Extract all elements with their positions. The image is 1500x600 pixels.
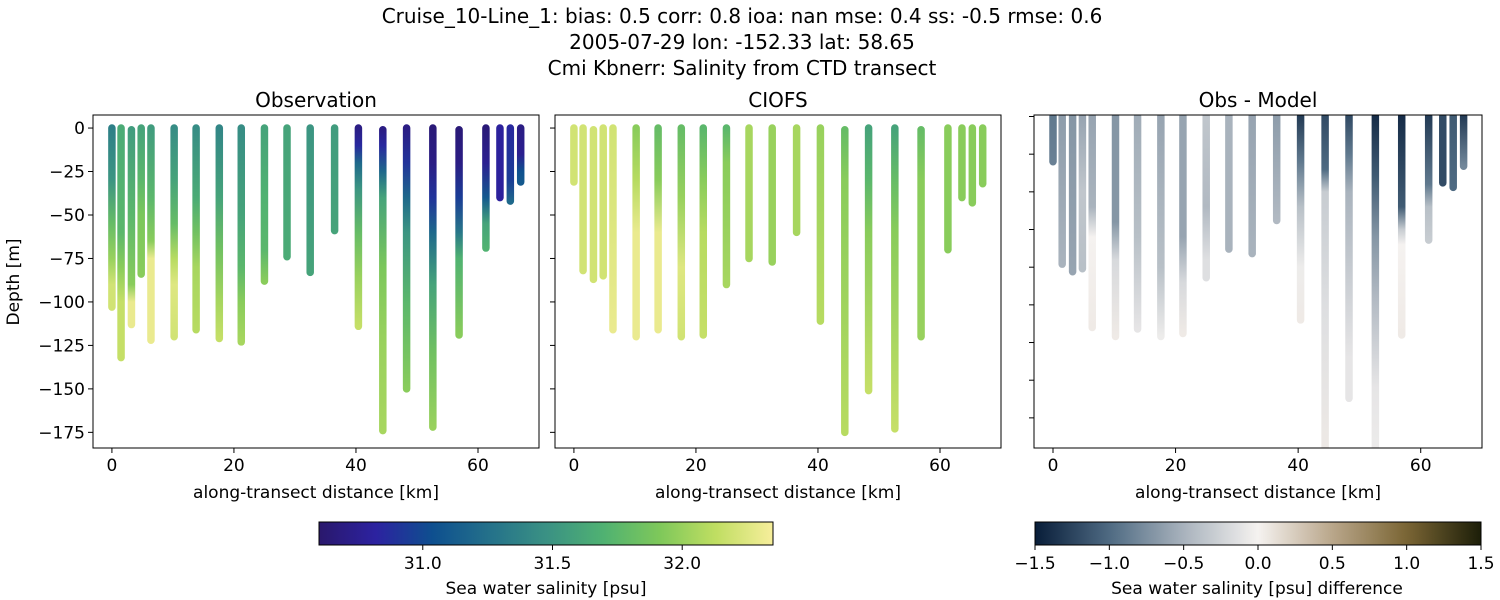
x-tick-label: 60 <box>1410 456 1432 476</box>
observation-title: Observation <box>255 88 377 112</box>
ciofs-xlabel: along-transect distance [km] <box>655 483 901 503</box>
y-tick-label: 0 <box>74 119 85 139</box>
station-profiles <box>108 124 525 435</box>
colorbar-tick-label: 31.0 <box>404 554 442 574</box>
axes-frame <box>92 114 540 449</box>
difference-colorbar-label: Sea water salinity [psu] difference <box>1111 579 1403 599</box>
x-tick-label: 20 <box>685 456 707 476</box>
x-tick-label: 0 <box>1048 456 1059 476</box>
y-tick-label: −50 <box>49 206 85 226</box>
x-tick-label: 40 <box>807 456 829 476</box>
y-tick-label: −25 <box>49 163 85 183</box>
y-tick-label: −100 <box>38 293 85 313</box>
axes-frame <box>1033 114 1483 449</box>
colorbar-gradient <box>1034 521 1482 546</box>
figure-title-line-3: Cmi Kbnerr: Salinity from CTD transect <box>548 56 937 80</box>
x-tick-label: 20 <box>223 456 245 476</box>
y-tick-label: −125 <box>38 336 85 356</box>
colorbar-tick-label: 1.0 <box>1393 554 1420 574</box>
colorbar-tick-label: 0.0 <box>1244 554 1271 574</box>
obs-minus-model-panel: Obs - Model along-transect distance [km]… <box>1029 88 1483 503</box>
station-profiles <box>570 124 987 437</box>
y-tick-label: −75 <box>49 249 85 269</box>
x-tick-label: 40 <box>1287 456 1309 476</box>
observation-xlabel: along-transect distance [km] <box>193 483 439 503</box>
colorbar-tick-label: −0.5 <box>1163 554 1204 574</box>
figure-title-line-1: Cruise_10-Line_1: bias: 0.5 corr: 0.8 io… <box>382 4 1103 28</box>
observation-panel: Observation along-transect distance [km]… <box>4 88 540 503</box>
obs-minus-model-xlabel: along-transect distance [km] <box>1135 483 1381 503</box>
ciofs-title: CIOFS <box>748 88 807 112</box>
y-tick-label: −175 <box>38 423 85 443</box>
y-tick-label: −150 <box>38 380 85 400</box>
salinity-colorbar: Sea water salinity [psu] 31.0 31.5 32.0 <box>318 521 774 599</box>
observation-ylabel: Depth [m] <box>4 238 24 325</box>
x-tick-label: 0 <box>106 456 117 476</box>
ciofs-panel: CIOFS along-transect distance [km] 0 20 40… <box>550 88 1002 503</box>
colorbar-tick-label: 31.5 <box>534 554 572 574</box>
x-tick-label: 40 <box>345 456 367 476</box>
difference-colorbar: Sea water salinity [psu] difference −1.5… <box>1014 521 1495 599</box>
colorbar-gradient <box>318 521 774 546</box>
axes-frame <box>554 114 1002 449</box>
obs-minus-model-title: Obs - Model <box>1199 88 1318 112</box>
x-tick-label: 20 <box>1165 456 1187 476</box>
colorbar-tick-label: −1.0 <box>1089 554 1130 574</box>
station-profiles <box>1049 115 1468 448</box>
salinity-colorbar-label: Sea water salinity [psu] <box>446 579 647 599</box>
x-tick-label: 60 <box>467 456 489 476</box>
colorbar-tick-label: 1.5 <box>1467 554 1494 574</box>
x-tick-label: 0 <box>568 456 579 476</box>
colorbar-tick-label: −1.5 <box>1014 554 1055 574</box>
colorbar-tick-label: 0.5 <box>1319 554 1346 574</box>
figure-title-line-2: 2005-07-29 lon: -152.33 lat: 58.65 <box>569 30 915 54</box>
colorbar-tick-label: 32.0 <box>663 554 701 574</box>
x-tick-label: 60 <box>929 456 951 476</box>
